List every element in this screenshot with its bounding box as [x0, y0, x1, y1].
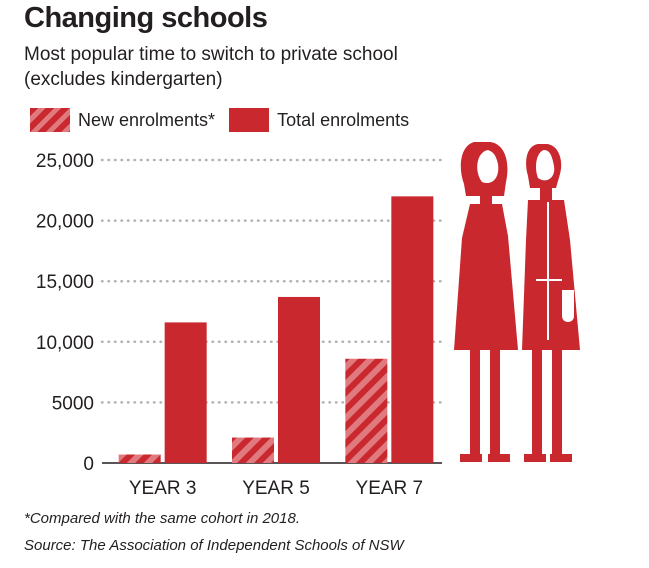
legend-item-new: New enrolments* — [30, 108, 215, 132]
y-tick-label: 10,000 — [36, 333, 94, 354]
subtitle-line-1: Most popular time to switch to private s… — [24, 44, 398, 65]
chart-subtitle: Most popular time to switch to private s… — [24, 42, 398, 92]
y-tick-label: 0 — [83, 454, 94, 475]
bar-new-enrolments — [345, 358, 388, 463]
x-tick-label: YEAR 3 — [129, 478, 197, 499]
bar-total-enrolments — [391, 196, 434, 464]
x-tick-label: YEAR 7 — [356, 478, 424, 499]
legend-swatch-new — [30, 108, 70, 132]
y-tick-label: 20,000 — [36, 212, 94, 233]
legend-swatch-total — [229, 108, 270, 132]
y-tick-label: 25,000 — [36, 151, 94, 172]
bar-total-enrolments — [278, 296, 320, 463]
students-illustration-icon — [454, 142, 580, 462]
source-note: Source: The Association of Independent S… — [24, 537, 404, 554]
subtitle-line-2: (excludes kindergarten) — [24, 69, 223, 90]
x-tick-label: YEAR 5 — [242, 478, 310, 499]
chart-title: Changing schools — [24, 2, 268, 34]
bar-chart: 0 5000 10,000 15,000 20,000 25,000 YEAR 3 YEAR … — [36, 151, 444, 499]
y-tick-label: 15,000 — [36, 272, 94, 293]
y-tick-label: 5000 — [52, 393, 94, 414]
legend-label-total: Total enrolments — [277, 109, 410, 130]
bar-new-enrolments — [232, 437, 274, 463]
legend-label-new: New enrolments* — [78, 109, 216, 130]
legend-item-total: Total enrolments — [229, 108, 409, 132]
bar-total-enrolments — [164, 322, 207, 463]
bar-new-enrolments — [118, 454, 161, 463]
footnote: *Compared with the same cohort in 2018. — [24, 510, 300, 527]
chart-legend: New enrolments* Total enrolments — [30, 108, 423, 132]
